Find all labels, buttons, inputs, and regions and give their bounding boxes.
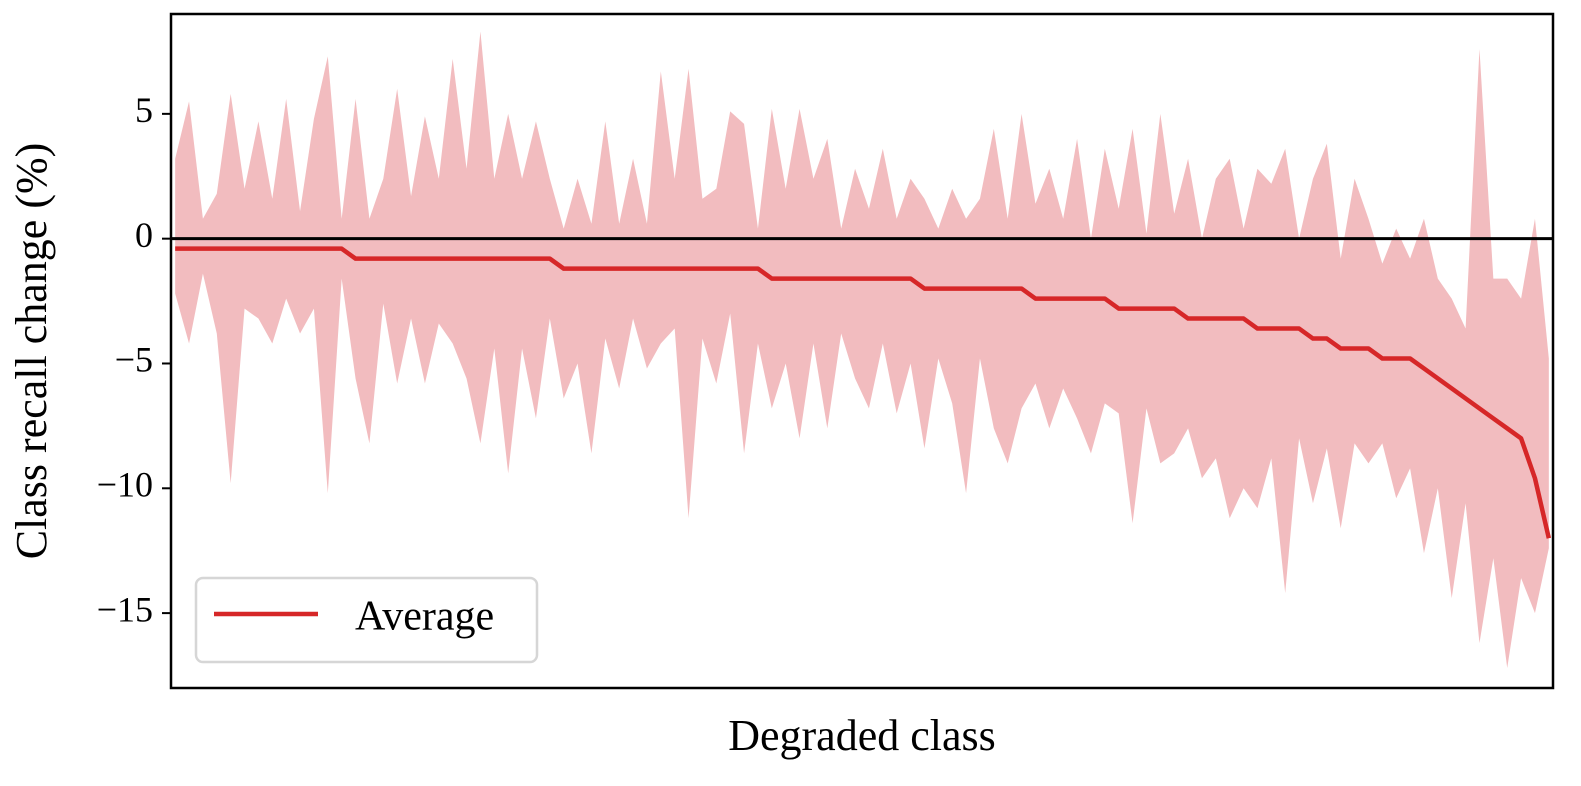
legend-label: Average: [355, 594, 494, 640]
x-axis-label: Degraded class: [728, 711, 996, 760]
y-tick-label: −15: [97, 589, 153, 629]
y-tick-label: −5: [115, 340, 153, 380]
y-axis-label: Class recall change (%): [7, 143, 56, 560]
average-line: [175, 246, 1552, 539]
y-tick-label: 0: [135, 215, 153, 255]
legend-box: [194, 576, 539, 664]
y-tick-label: 5: [135, 90, 153, 130]
y-tick-label: −10: [97, 465, 153, 505]
range-band: [175, 31, 1549, 669]
plot-frame: [169, 12, 1555, 690]
